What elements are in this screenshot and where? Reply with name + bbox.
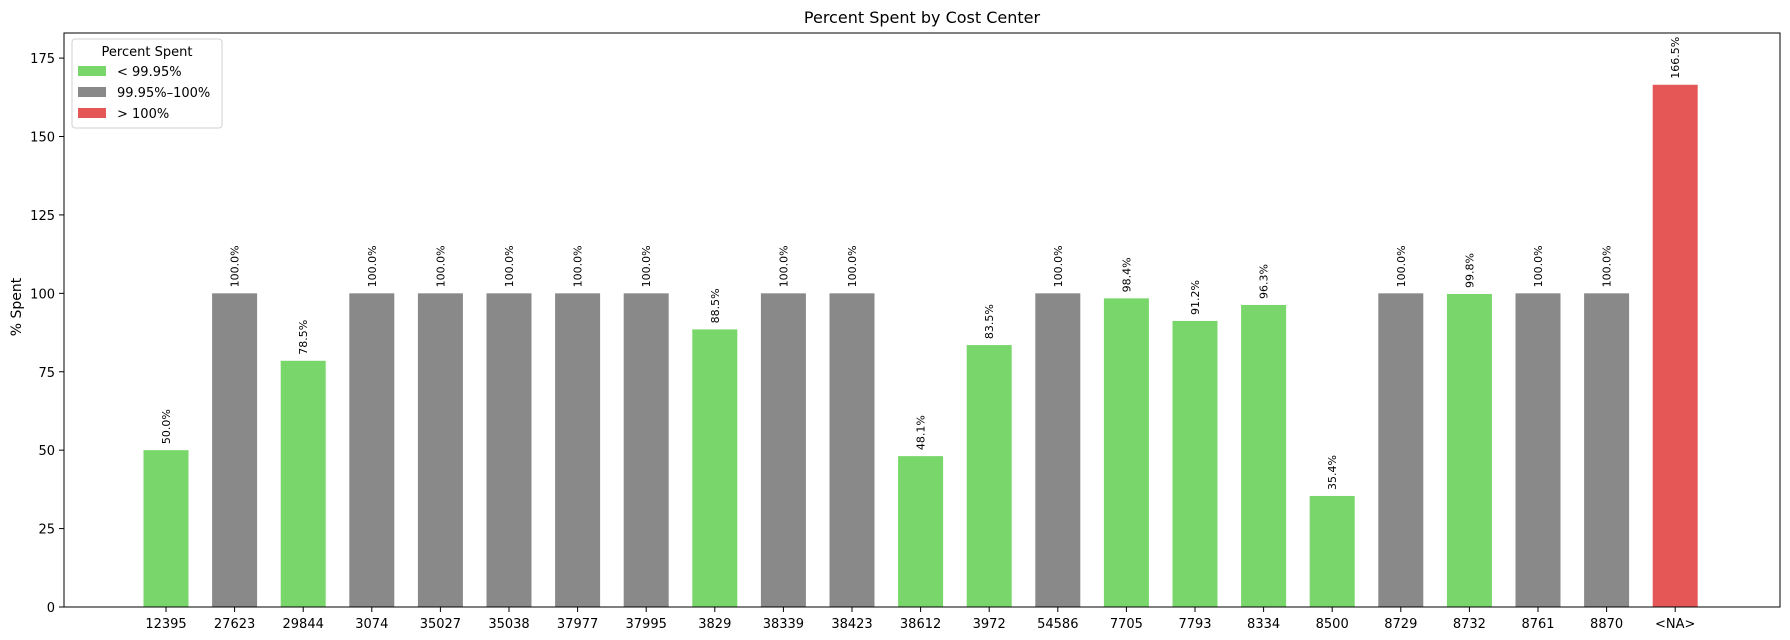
- y-tick-label: 0: [47, 601, 55, 616]
- x-tick-label: 8334: [1247, 617, 1280, 632]
- bar-value-labels: 50.0% 100.0% 78.5% 100.0% 100.0% 100.0% 100.0%…: [160, 37, 1682, 490]
- y-tick-label: 175: [30, 52, 55, 67]
- y-axis-ticks: 0 25 50 75 100 125 150 175: [30, 52, 64, 616]
- bar: [1309, 495, 1355, 607]
- bar: [212, 293, 258, 607]
- legend-entries: < 99.95% 99.95%–100% > 100%: [78, 65, 210, 122]
- bar: [349, 293, 395, 607]
- bar-value-label: 78.5%: [297, 320, 310, 355]
- plot-frame: [63, 32, 1781, 608]
- bar-value-label: 100.0%: [572, 245, 585, 287]
- x-tick-label: 54586: [1037, 617, 1078, 632]
- bar: [486, 293, 532, 607]
- x-tick-label: 29844: [283, 617, 324, 632]
- x-tick-label: 7705: [1110, 617, 1143, 632]
- bar-value-label: 100.0%: [229, 245, 242, 287]
- bar-value-label: 100.0%: [1395, 245, 1408, 287]
- bar: [623, 293, 669, 607]
- bar: [1584, 293, 1630, 607]
- bar-value-label: 99.8%: [1463, 253, 1476, 288]
- x-tick-label: <NA>: [1655, 617, 1695, 632]
- bar: [760, 293, 806, 607]
- x-tick-label: 8870: [1590, 617, 1623, 632]
- x-tick-label: 38423: [831, 617, 872, 632]
- x-tick-label: 35038: [488, 617, 529, 632]
- bar: [829, 293, 875, 607]
- bar-value-label: 100.0%: [1532, 245, 1545, 287]
- bar: [1652, 84, 1698, 608]
- x-tick-label: 37977: [557, 617, 598, 632]
- y-tick-label: 75: [38, 366, 55, 381]
- x-tick-label: 7793: [1178, 617, 1211, 632]
- bar-value-label: 83.5%: [983, 304, 996, 339]
- x-tick-label: 3972: [973, 617, 1006, 632]
- y-tick-label: 100: [30, 287, 55, 302]
- x-tick-label: 8500: [1316, 617, 1349, 632]
- bar: [692, 329, 738, 607]
- x-tick-label: 8732: [1453, 617, 1486, 632]
- x-tick-label: 3074: [355, 617, 388, 632]
- x-tick-label: 8729: [1384, 617, 1417, 632]
- x-tick-label: 35027: [420, 617, 461, 632]
- x-tick-label: 38612: [900, 617, 941, 632]
- bar-value-label: 88.5%: [709, 288, 722, 323]
- bar-value-label: 100.0%: [640, 245, 653, 287]
- bar-value-label: 100.0%: [366, 245, 379, 287]
- bar-value-label: 100.0%: [846, 245, 859, 287]
- legend-title: Percent Spent: [102, 45, 193, 60]
- bar: [143, 450, 189, 607]
- bar: [1378, 293, 1424, 607]
- bar-value-label: 50.0%: [160, 409, 173, 444]
- bar: [417, 293, 463, 607]
- bar-value-label: 35.4%: [1326, 455, 1339, 490]
- x-tick-label: 37995: [626, 617, 667, 632]
- x-tick-label: 8761: [1521, 617, 1554, 632]
- bar: [1172, 320, 1218, 607]
- x-axis-ticks: 12395 27623 29844 3074 35027 35038 37977 37995 3…: [145, 607, 1695, 632]
- bar: [1241, 304, 1287, 607]
- bar-value-label: 100.0%: [1601, 245, 1614, 287]
- y-tick-label: 50: [38, 444, 55, 459]
- bar: [1035, 293, 1081, 607]
- bar: [1515, 293, 1561, 607]
- bar-value-label: 166.5%: [1669, 37, 1682, 79]
- bar-value-label: 100.0%: [503, 245, 516, 287]
- bar-value-label: 91.2%: [1189, 280, 1202, 315]
- bar-value-label: 48.1%: [915, 415, 928, 450]
- bar-value-label: 98.4%: [1120, 257, 1133, 292]
- bar-value-label: 96.3%: [1258, 264, 1271, 299]
- chart-title: Percent Spent by Cost Center: [804, 8, 1041, 27]
- bars-group: [143, 84, 1698, 608]
- bar-value-label: 100.0%: [777, 245, 790, 287]
- bar: [280, 360, 326, 607]
- legend-swatch: [78, 87, 106, 97]
- bar-value-label: 100.0%: [1052, 245, 1065, 287]
- bar: [898, 456, 944, 607]
- x-tick-label: 27623: [214, 617, 255, 632]
- legend-swatch: [78, 108, 106, 118]
- y-tick-label: 125: [30, 209, 55, 224]
- legend-label: 99.95%–100%: [117, 86, 210, 101]
- y-tick-label: 150: [30, 131, 55, 146]
- x-tick-label: 3829: [698, 617, 731, 632]
- legend-box: [71, 38, 223, 129]
- bar: [555, 293, 601, 607]
- y-axis-label: % Spent: [9, 277, 25, 336]
- legend-label: < 99.95%: [117, 65, 182, 80]
- bar: [1103, 298, 1149, 607]
- x-tick-label: 12395: [145, 617, 186, 632]
- legend-label: > 100%: [117, 107, 169, 122]
- bar: [1446, 293, 1492, 607]
- y-tick-label: 25: [38, 523, 55, 538]
- x-tick-label: 38339: [763, 617, 804, 632]
- legend-swatch: [78, 66, 106, 76]
- bar: [966, 345, 1012, 607]
- legend: Percent Spent < 99.95% 99.95%–100% > 100%: [71, 38, 223, 129]
- bar-value-label: 100.0%: [434, 245, 447, 287]
